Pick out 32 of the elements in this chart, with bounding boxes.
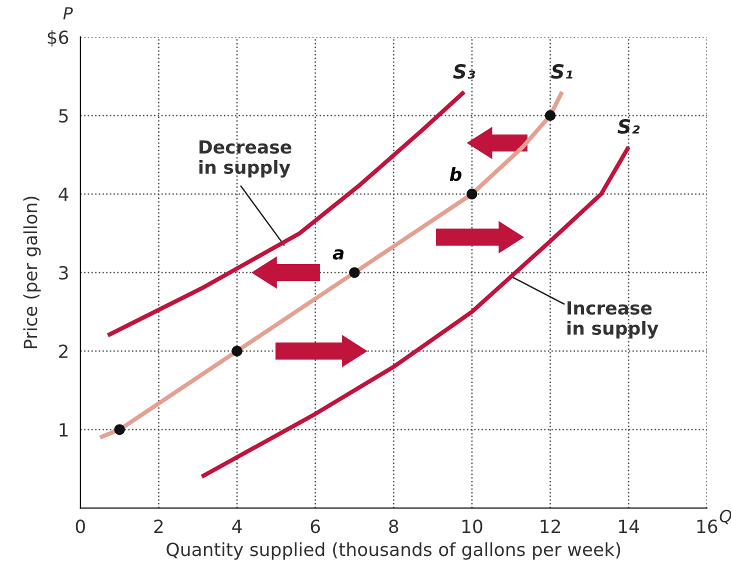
point [466,188,478,200]
x-tick-label: 8 [389,520,398,534]
x-tick-label: 16 [697,520,718,534]
x-tick-label: 6 [310,520,320,534]
annotation: a [332,249,344,260]
point [544,110,556,121]
x-tick-label: 4 [232,520,242,533]
text: P [63,7,73,20]
annotation: Increase in supply [567,301,658,339]
point [349,267,360,278]
point [232,346,242,356]
x-tick-label: 14 [619,520,640,533]
annotation: Decrease in supply [199,140,292,178]
x-axis-title: Quantity supplied (thousands of gallons per week) [166,542,620,560]
y-tick-label: 3 [59,266,68,280]
line-series [106,90,466,338]
y-tick-label: 1 [60,423,68,436]
y-axis-title: Price (per gallon) [23,196,41,348]
line-series [98,90,564,440]
series-label: S₂ [618,119,640,134]
y-tick-label: 2 [59,344,68,358]
series-label: S₁ [551,64,572,79]
x-tick-label: 12 [540,520,560,533]
x-tick-label: 0 [76,520,85,534]
annotation: b [450,167,462,182]
point [114,424,125,435]
x-tick-label: 2 [154,520,163,533]
series-label: S₃ [453,64,476,79]
x-tick-label: 10 [462,520,482,534]
y-tick-label: 4 [58,188,68,201]
y-tick-label: $6 [48,30,68,46]
y-tick-label: 5 [59,109,68,123]
